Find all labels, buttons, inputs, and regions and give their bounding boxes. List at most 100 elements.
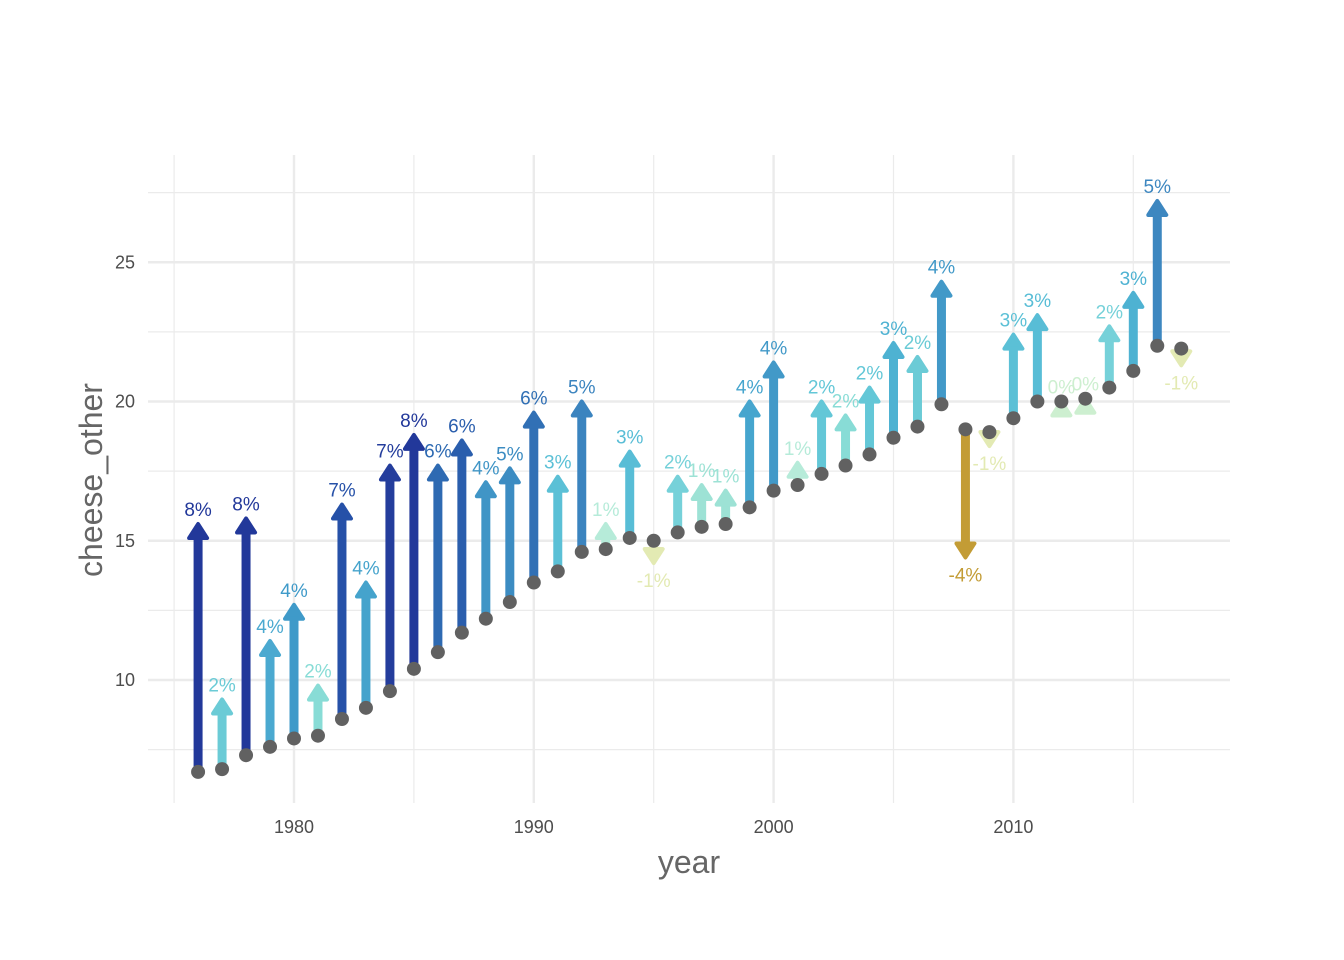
start-point (239, 748, 254, 763)
start-point (574, 544, 589, 559)
start-point (718, 517, 733, 532)
data-label: 2% (808, 378, 836, 399)
arrow-head (474, 480, 497, 499)
start-point (406, 661, 421, 676)
data-label: 5% (568, 378, 596, 399)
data-label: 1% (592, 500, 620, 521)
arrow-head (906, 354, 929, 373)
y-tick-label: 10 (115, 670, 135, 690)
data-labels: 8%2%8%4%4%2%7%4%7%8%6%6%4%5%6%3%5%1%3%-1… (184, 177, 1198, 697)
data-label: 3% (1000, 311, 1028, 332)
data-label: 2% (832, 391, 860, 412)
arrow-head (810, 399, 833, 418)
start-point (454, 625, 469, 640)
y-tick-label: 15 (115, 531, 135, 551)
y-tick-label: 20 (115, 392, 135, 412)
start-point (1150, 338, 1165, 353)
arrow-head (882, 341, 905, 360)
start-point (1174, 341, 1189, 356)
data-label: 6% (424, 442, 452, 463)
data-label: -1% (637, 571, 671, 592)
arrow-head (546, 474, 569, 493)
data-label: 0% (1072, 375, 1100, 396)
arrow-head (762, 360, 785, 379)
x-tick-label: 2010 (993, 817, 1033, 837)
start-point (910, 419, 925, 434)
data-label: 8% (232, 494, 260, 515)
data-label: 4% (760, 339, 788, 360)
data-label: 6% (520, 389, 548, 410)
arrow-head (642, 547, 665, 566)
start-point (886, 430, 901, 445)
start-point (502, 595, 517, 610)
start-point (1078, 391, 1093, 406)
arrow-head (738, 399, 761, 418)
arrow-head (211, 697, 234, 716)
arrow-series (187, 198, 1193, 772)
arrow-head (330, 502, 353, 521)
data-label: 3% (1024, 291, 1052, 312)
start-point (1126, 363, 1141, 378)
arrow-head (306, 683, 329, 702)
start-points (191, 338, 1189, 779)
arrow-head (1098, 324, 1121, 343)
arrow-head (1146, 198, 1169, 217)
start-point (766, 483, 781, 498)
start-point (982, 425, 997, 440)
arrow-head (714, 488, 737, 507)
data-label: 2% (856, 364, 884, 385)
arrow-head (426, 463, 449, 482)
data-label: 4% (256, 617, 284, 638)
start-point (287, 731, 301, 746)
x-tick-label: 1980 (274, 817, 314, 837)
data-label: 2% (664, 453, 692, 474)
start-point (862, 447, 877, 462)
data-label: 4% (472, 458, 500, 479)
data-label: 2% (304, 662, 332, 683)
arrow-head (1122, 290, 1145, 309)
data-label: -4% (949, 565, 983, 586)
arrow-head (354, 580, 377, 599)
start-point (790, 478, 805, 493)
start-point (334, 711, 349, 726)
arrow-head (666, 474, 689, 493)
arrow-head (594, 522, 617, 541)
start-point (191, 764, 206, 779)
start-point (814, 466, 829, 481)
start-point (550, 564, 565, 579)
data-label: 8% (400, 411, 428, 432)
start-point (838, 458, 853, 473)
arrow-head (930, 279, 953, 298)
data-label: 7% (328, 481, 356, 502)
data-label: 8% (184, 500, 212, 521)
x-tick-label: 1990 (514, 817, 554, 837)
arrow-head (402, 432, 425, 451)
arrow-head (954, 541, 977, 560)
data-label: 4% (928, 258, 956, 279)
start-point (1006, 411, 1021, 426)
arrow-head (450, 438, 473, 457)
data-label: 6% (448, 416, 476, 437)
y-tick-label: 25 (115, 252, 135, 272)
start-point (310, 728, 325, 743)
arrow-head (235, 516, 258, 535)
data-label: 5% (1144, 177, 1172, 198)
start-point (430, 645, 445, 660)
arrow-head (1002, 332, 1025, 351)
arrow-head (1026, 313, 1049, 332)
x-axis-title: year (658, 844, 721, 880)
x-axis-ticks: 1980 1990 2000 2010 (274, 817, 1033, 837)
start-point (382, 684, 397, 699)
data-label: 0% (1048, 378, 1076, 399)
data-label: 1% (712, 467, 740, 488)
arrow-head (690, 483, 713, 502)
start-point (958, 422, 973, 437)
arrow-head (570, 399, 593, 418)
data-label: 4% (352, 559, 380, 580)
arrow-head (187, 522, 210, 541)
data-label: 3% (616, 428, 644, 449)
start-point (598, 542, 613, 557)
data-label: 3% (880, 319, 908, 340)
data-label: 4% (736, 378, 764, 399)
start-point (358, 700, 373, 715)
